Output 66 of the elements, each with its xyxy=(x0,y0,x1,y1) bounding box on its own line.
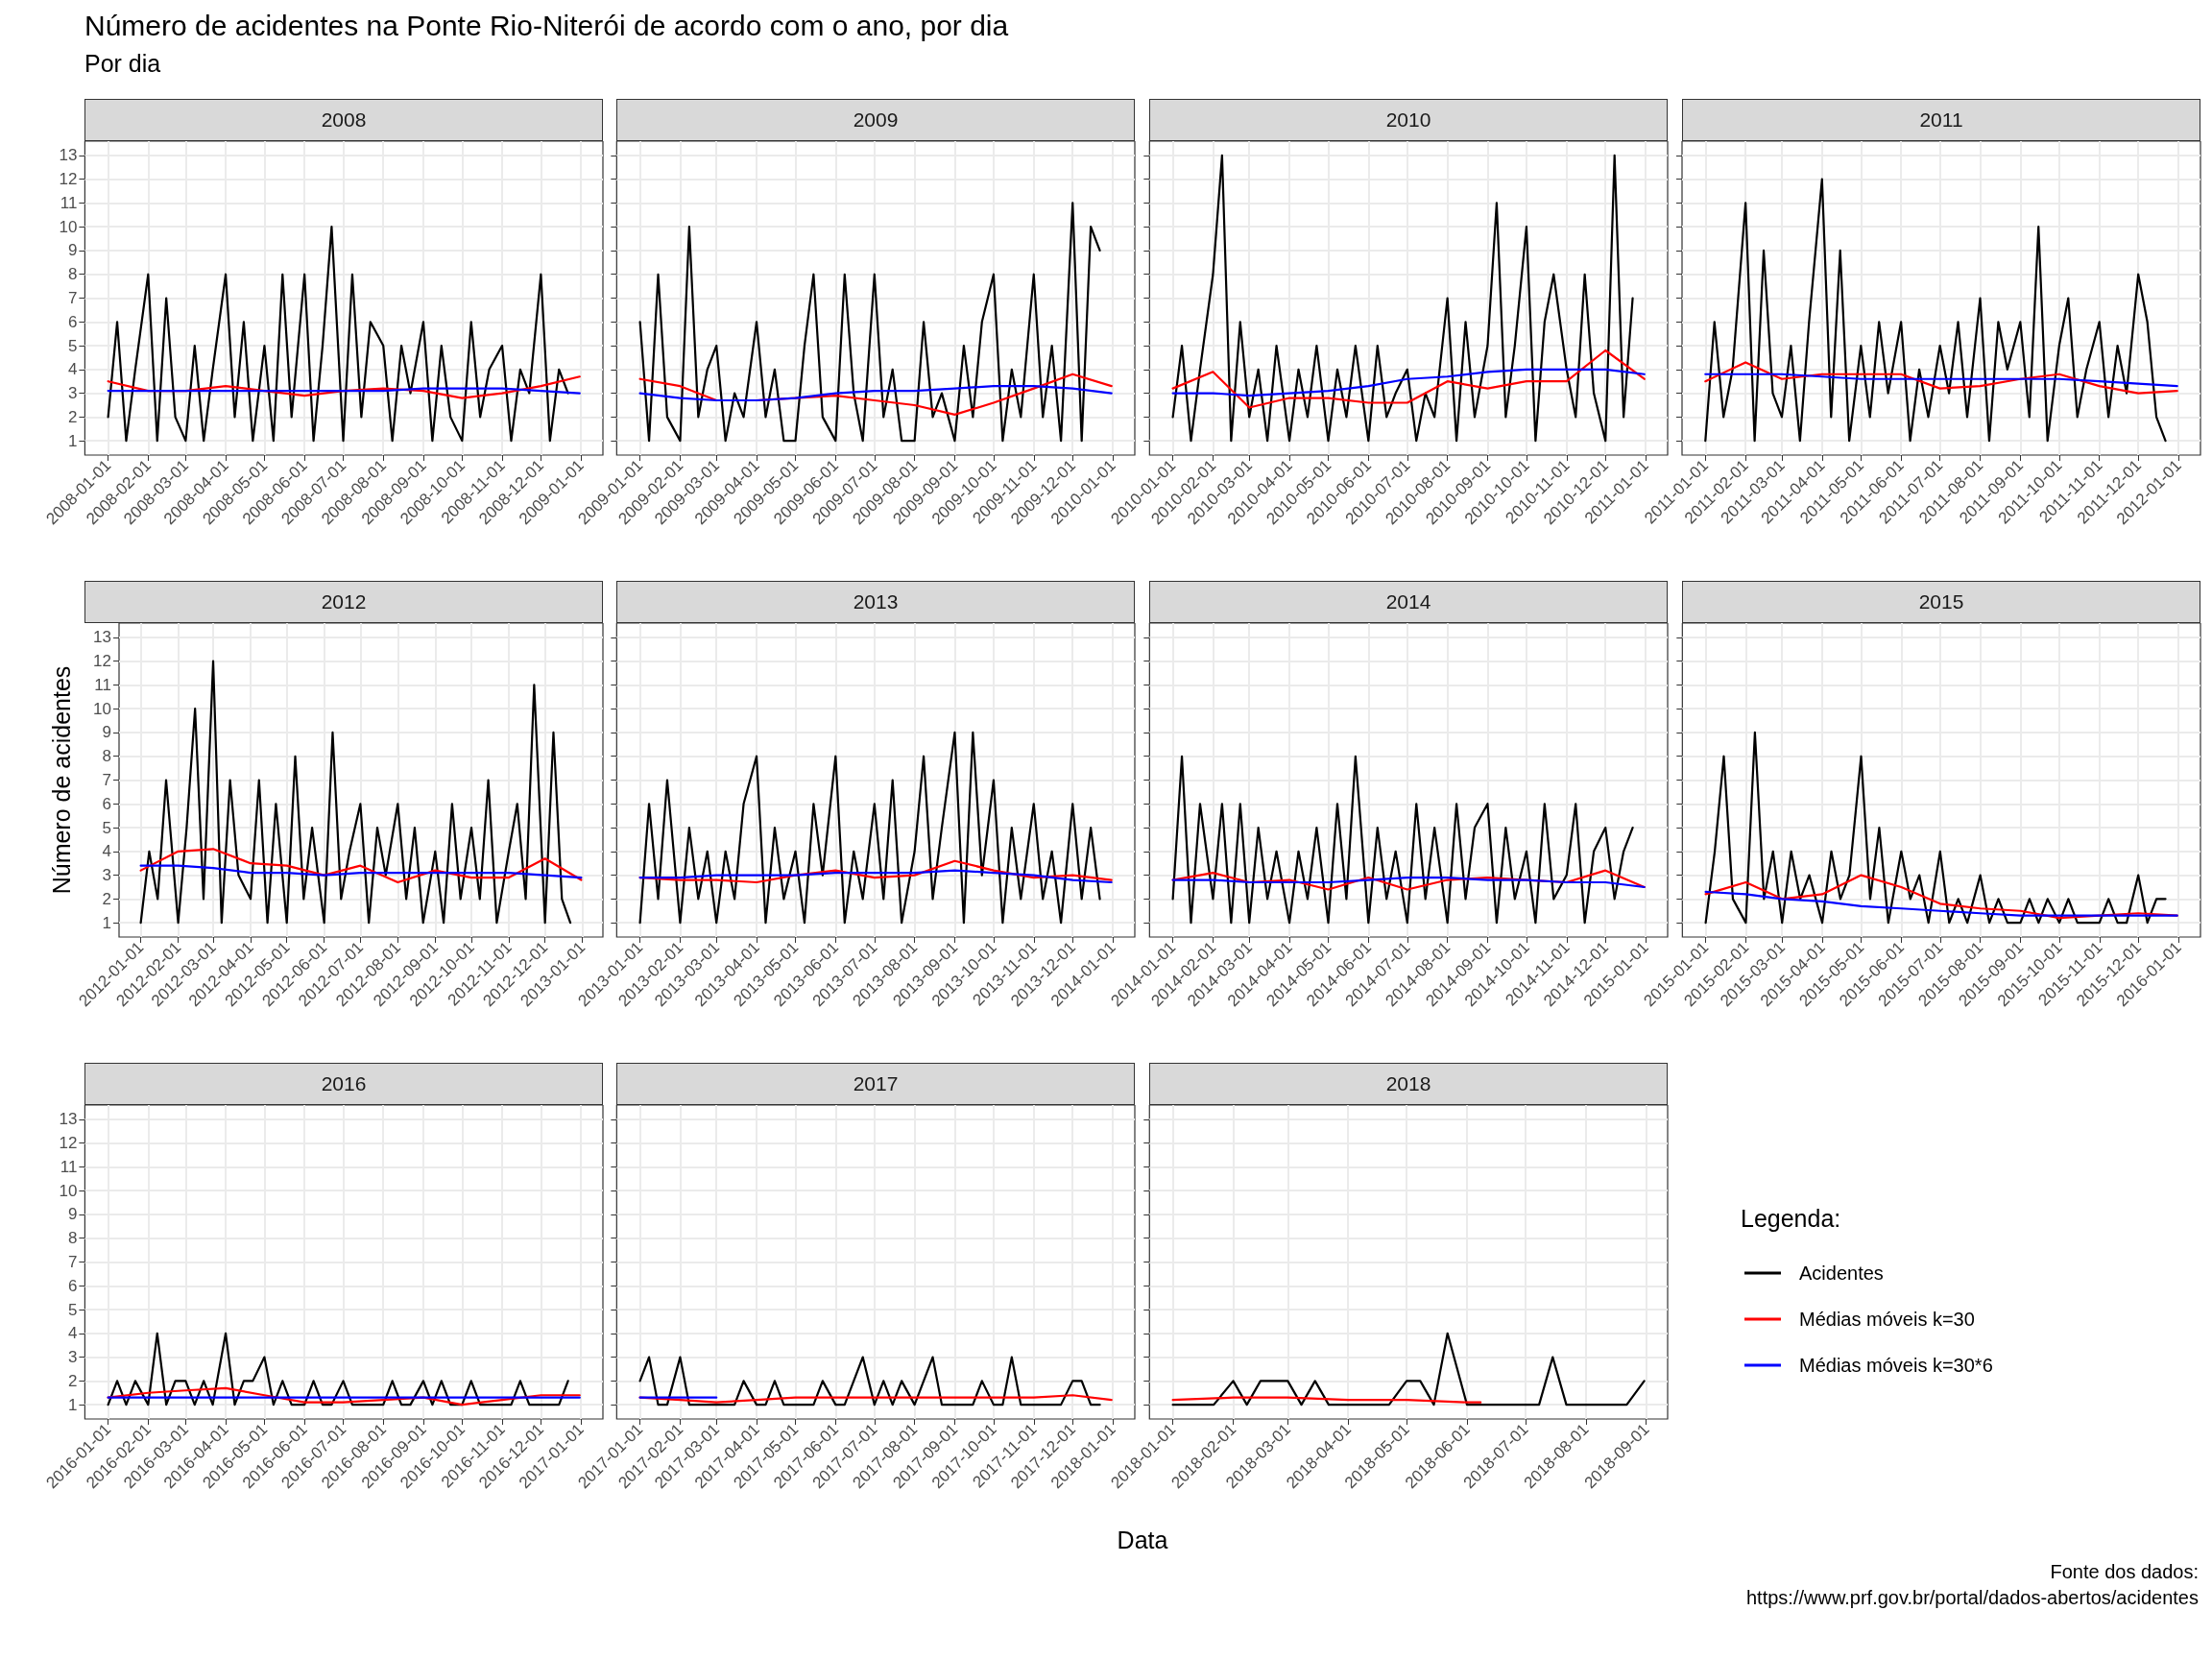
line-series xyxy=(107,1332,569,1407)
y-tick-label: 9 xyxy=(67,1205,78,1224)
y-tick-label: 3 xyxy=(102,866,111,885)
y-tick-label: 8 xyxy=(67,1229,78,1248)
y-tick-label: 7 xyxy=(102,771,111,789)
y-tick-label: 10 xyxy=(93,699,111,718)
y-tick-label: 1 xyxy=(67,431,78,450)
y-tick-label: 11 xyxy=(94,675,111,694)
y-tick-label: 2 xyxy=(67,1371,78,1390)
y-tick-label: 1 xyxy=(67,1395,78,1414)
y-tick-label: 6 xyxy=(67,1276,78,1295)
line-series xyxy=(139,864,583,879)
line-series xyxy=(139,660,572,925)
y-tick-label: 4 xyxy=(67,1324,78,1343)
y-tick-label: 10 xyxy=(59,1181,78,1200)
y-tick-label: 6 xyxy=(67,312,78,331)
chart-title: 2016 xyxy=(84,1063,603,1105)
y-tick-label: 7 xyxy=(67,289,78,307)
y-tick-label: 8 xyxy=(67,265,78,284)
legend-label: Médias móveis k=30 xyxy=(1799,1309,1975,1330)
chart-title: 2008 xyxy=(84,99,603,141)
y-tick-label: 12 xyxy=(59,170,78,189)
chart-title: 2012 xyxy=(84,581,603,623)
y-tick-label: 4 xyxy=(67,360,78,379)
y-tick-label: 13 xyxy=(59,1110,78,1129)
y-tick-label: 1 xyxy=(102,913,111,932)
y-tick-label: 5 xyxy=(67,336,78,355)
text: https://www.prf.gov.br/portal/dados-abertos/acidentes xyxy=(1746,1586,2199,1610)
y-tick-label: 9 xyxy=(102,723,111,742)
y-tick-label: 9 xyxy=(67,241,78,260)
y-tick-label: 2 xyxy=(102,889,111,908)
chart-title: 2009 xyxy=(616,99,1135,141)
chart-title: 2010 xyxy=(1149,99,1668,141)
legend-label: Médias móveis k=30*6 xyxy=(1799,1355,1993,1376)
y-tick-label: 5 xyxy=(102,818,111,837)
line-series xyxy=(139,848,583,884)
y-tick-label: 5 xyxy=(67,1300,78,1319)
x-axis-title: Data xyxy=(1116,1527,1169,1554)
y-tick-label: 12 xyxy=(59,1134,78,1153)
y-tick-label: 11 xyxy=(60,193,78,212)
chart-title: 2018 xyxy=(1149,1063,1668,1105)
y-tick-label: 3 xyxy=(67,1348,78,1367)
chart-title: 2015 xyxy=(1682,581,2200,623)
y-tick-label: 8 xyxy=(102,747,111,766)
line-series xyxy=(107,226,569,443)
y-tick-label: 7 xyxy=(67,1253,78,1271)
text: Por dia xyxy=(84,50,162,78)
y-tick-label: 6 xyxy=(102,794,111,813)
y-tick-label: 2 xyxy=(67,407,78,426)
legend-label: Acidentes xyxy=(1799,1262,1884,1284)
legend-title: Legenda: xyxy=(1741,1204,1841,1232)
y-tick-label: 13 xyxy=(59,146,78,165)
y-axis-title: Número de acidentes xyxy=(47,665,75,895)
chart-title: 2014 xyxy=(1149,581,1668,623)
chart-title: 2017 xyxy=(616,1063,1135,1105)
chart-title: 2011 xyxy=(1682,99,2200,141)
line-series xyxy=(107,1386,581,1407)
chart-title: 2013 xyxy=(616,581,1135,623)
y-tick-label: 3 xyxy=(67,384,78,403)
y-tick-label: 11 xyxy=(60,1157,78,1176)
source-note: Fonte dos dados: xyxy=(2049,1560,2199,1584)
text: Número de acidentes na Ponte Rio-Niterói de acordo com o ano, por dia xyxy=(84,10,1009,42)
y-tick-label: 12 xyxy=(93,652,111,671)
y-tick-label: 4 xyxy=(102,842,111,861)
y-tick-label: 10 xyxy=(59,217,78,236)
y-tick-label: 13 xyxy=(93,628,111,647)
